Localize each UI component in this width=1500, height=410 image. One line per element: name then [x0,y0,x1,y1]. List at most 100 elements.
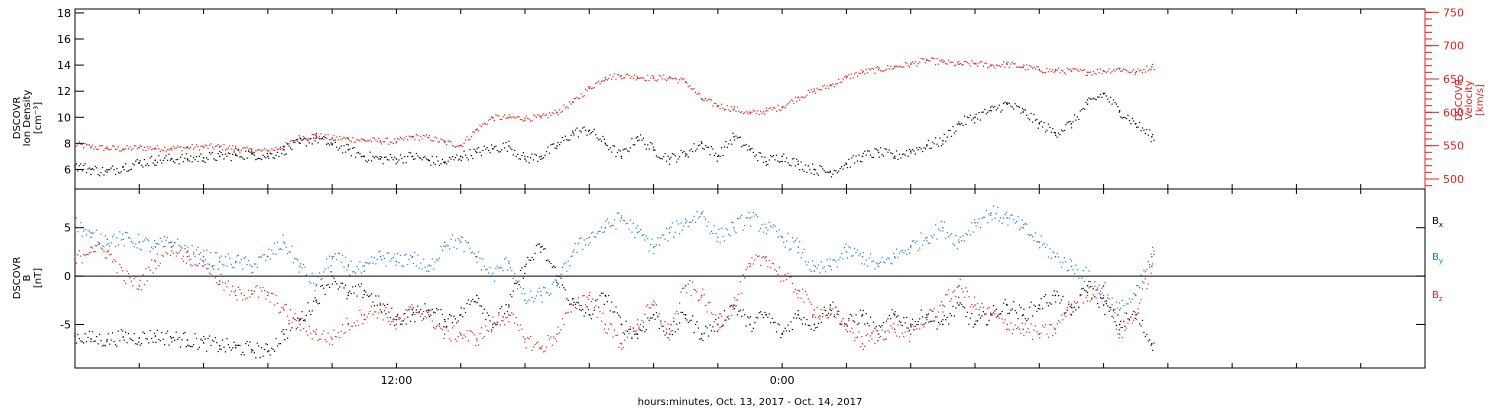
bz-dot [334,335,336,338]
velocity-dot [694,91,697,93]
density-dot [193,156,195,159]
density-dot [194,159,196,161]
bz-dot [618,346,620,348]
by-dot [327,267,329,269]
velocity-dot [386,137,389,139]
bx-dot [913,329,915,331]
bz-dot [969,306,971,308]
velocity-dot [272,149,274,151]
bx-point [813,323,815,326]
velocity-dot [644,79,646,81]
bz-dot [995,316,997,318]
bz-dot [1084,289,1086,291]
bz-point [476,338,478,340]
density-dot [864,150,866,152]
bx-dot [527,256,529,259]
bz-dot [1107,297,1109,299]
velocity-dot [527,117,529,119]
velocity-dot [359,140,361,142]
bx-dot [962,305,964,308]
by-dot [101,245,104,247]
velocity-dot [741,111,743,113]
velocity-dot [705,97,707,100]
by-dot [956,248,958,250]
density-dot [1079,110,1081,112]
density-dot [1099,93,1102,96]
bx-point [331,275,333,277]
density-dot [1026,114,1028,116]
by-dot [611,224,613,227]
bz-point [1070,304,1073,306]
density-dot [959,124,961,126]
bz-point [1022,328,1024,330]
bz-dot [564,312,566,315]
bx-dot [83,342,85,344]
velocity-dot [1110,72,1112,74]
by-dot [477,251,480,253]
velocity-dot [517,116,519,118]
bz-dot [655,304,658,306]
velocity-dot [265,149,267,151]
density-dot [1018,106,1021,108]
bx-dot [1138,323,1141,325]
bx-dot [207,337,209,340]
density-dot [561,136,564,139]
bx-dot [499,308,501,310]
by-dot [360,272,362,274]
bx-dot [654,318,656,320]
density-dot [1050,131,1052,133]
density-point [427,159,430,162]
by-dot [660,237,662,239]
bx-dot [268,350,270,352]
velocity-dot [330,139,332,141]
bx-point [186,339,189,341]
bz-dot [956,286,958,289]
density-dot [315,132,318,135]
by-dot [673,236,675,238]
bz-dot [599,311,601,313]
density-dot [129,169,131,171]
density-dot [803,170,805,172]
bz-dot [119,263,121,265]
bx-dot [579,308,581,311]
by-dot [952,243,954,245]
density-dot [347,144,349,146]
by-dot [1068,269,1070,271]
velocity-dot [995,64,997,66]
bx-dot [146,338,148,340]
by-dot [459,239,461,241]
by-dot [791,237,794,239]
by-dot [922,244,924,246]
density-dot [120,171,122,173]
bz-dot [713,321,715,323]
velocity-dot [451,145,454,147]
by-dot [1010,214,1012,216]
bz-dot [298,317,300,320]
density-dot [324,137,326,139]
by-dot [697,217,700,219]
bx-dot [618,314,620,317]
density-dot [790,165,792,167]
by-dot [971,222,973,224]
velocity-dot [987,67,989,69]
bx-dot [1104,313,1106,316]
bz-dot [1049,323,1051,326]
density-dot [703,148,705,150]
bx-dot [132,339,134,342]
velocity-dot [1153,68,1155,71]
bx-dot [945,319,947,321]
bx-dot [577,302,579,304]
by-dot [304,266,306,268]
bz-dot [1066,306,1068,309]
bz-dot [637,319,639,321]
velocity-dot [1053,71,1055,73]
velocity-dot [90,147,92,149]
bx-dot [1091,297,1093,299]
by-dot [1082,270,1084,272]
velocity-dot [1050,70,1052,73]
bz-dot [942,311,944,313]
by-dot [943,221,945,223]
by-dot [667,240,669,242]
by-dot [755,213,757,216]
